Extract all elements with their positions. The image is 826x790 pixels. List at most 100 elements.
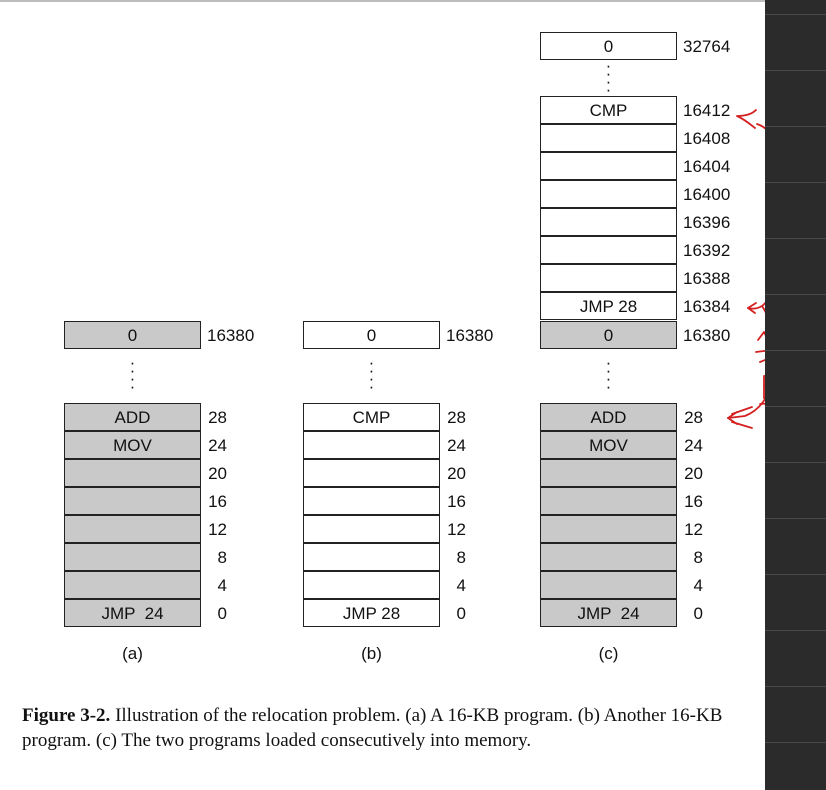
memory-cell	[64, 543, 201, 571]
memory-cell-text: MOV	[113, 435, 152, 455]
dark-sidebar	[765, 0, 826, 790]
memory-address: 16404	[683, 157, 731, 176]
memory-address: 16380	[446, 326, 494, 345]
memory-cell-text: 0	[603, 36, 614, 56]
sidebar-divider	[765, 238, 826, 239]
memory-cell	[64, 459, 201, 487]
memory-address: 28	[208, 408, 227, 427]
sidebar-divider	[765, 406, 826, 407]
memory-cell	[540, 264, 677, 292]
memory-address: 16	[684, 492, 703, 511]
memory-address: 4	[456, 576, 466, 595]
memory-cell	[64, 487, 201, 515]
memory-cell: JMP 28	[303, 599, 440, 627]
memory-cell-text: ADD	[114, 407, 151, 427]
sidebar-divider	[765, 14, 826, 15]
ellipsis-dots: · · · ·	[368, 353, 375, 396]
memory-address: 0	[217, 604, 227, 623]
memory-address: 16388	[683, 269, 731, 288]
memory-cell	[303, 515, 440, 543]
memory-address: 16412	[683, 101, 731, 120]
memory-cell	[64, 571, 201, 599]
memory-address: 16	[447, 492, 466, 511]
sidebar-divider	[765, 462, 826, 463]
memory-cell-text: CMP	[589, 100, 628, 120]
subfigure-label: (c)	[598, 644, 619, 663]
memory-cell-top: 0	[303, 321, 440, 349]
memory-cell: JMP 24	[540, 599, 677, 627]
memory-cell-text: 0	[603, 325, 614, 345]
memory-address: 8	[456, 548, 466, 567]
memory-cell: CMP	[303, 403, 440, 431]
memory-cell	[540, 459, 677, 487]
memory-cell-text: MOV	[589, 435, 628, 455]
memory-cell-top: 0	[540, 32, 677, 60]
sidebar-divider	[765, 686, 826, 687]
memory-cell	[540, 180, 677, 208]
memory-cell: JMP 28	[540, 292, 677, 320]
memory-address: 0	[456, 604, 466, 623]
memory-address: 20	[447, 464, 466, 483]
memory-cell	[303, 543, 440, 571]
memory-cell	[540, 152, 677, 180]
memory-cell-boundary: 0	[540, 321, 677, 349]
memory-address: 12	[208, 520, 227, 539]
memory-address: 0	[693, 604, 703, 623]
sidebar-divider	[765, 574, 826, 575]
sidebar-divider	[765, 742, 826, 743]
memory-cell	[540, 543, 677, 571]
memory-cell-text: ADD	[590, 407, 627, 427]
memory-address: 8	[693, 548, 703, 567]
memory-cell-text: 0	[366, 325, 377, 345]
memory-cell	[303, 571, 440, 599]
sidebar-divider	[765, 294, 826, 295]
memory-address: 20	[208, 464, 227, 483]
memory-cell	[540, 515, 677, 543]
figure-caption: Figure 3-2. Illustration of the relocati…	[22, 703, 752, 753]
memory-cell	[540, 571, 677, 599]
memory-cell: ADD	[540, 403, 677, 431]
memory-cell-top: 0	[64, 321, 201, 349]
memory-address: 16384	[683, 297, 731, 316]
memory-cell: MOV	[540, 431, 677, 459]
memory-address: 24	[684, 436, 703, 455]
sidebar-divider	[765, 126, 826, 127]
memory-address: 12	[684, 520, 703, 539]
memory-cell	[540, 236, 677, 264]
upper-brace-arrowhead	[747, 302, 757, 314]
lower-brace-arrowhead	[727, 406, 753, 429]
memory-address: 8	[217, 548, 227, 567]
ellipsis-dots: · · · ·	[129, 353, 136, 396]
memory-cell	[64, 515, 201, 543]
memory-cell-text: JMP 28	[579, 296, 638, 316]
memory-address: 24	[208, 436, 227, 455]
memory-address: 16396	[683, 213, 731, 232]
memory-address: 12	[447, 520, 466, 539]
memory-address: 16408	[683, 129, 731, 148]
sidebar-divider	[765, 350, 826, 351]
memory-cell: CMP	[540, 96, 677, 124]
memory-address: 16392	[683, 241, 731, 260]
ellipsis-dots: · · · ·	[605, 353, 612, 396]
memory-cell	[303, 431, 440, 459]
memory-cell	[540, 487, 677, 515]
sidebar-divider	[765, 518, 826, 519]
memory-cell	[540, 124, 677, 152]
ellipsis-dots: · · · ·	[605, 56, 612, 99]
memory-address: 32764	[683, 37, 731, 56]
memory-address: 16380	[683, 326, 731, 345]
subfigure-label: (a)	[122, 644, 143, 663]
memory-cell-text: 0	[127, 325, 138, 345]
sidebar-divider	[765, 182, 826, 183]
memory-cell-text: JMP 24	[101, 603, 164, 623]
memory-cell	[540, 208, 677, 236]
memory-cell	[303, 487, 440, 515]
figure-label: Figure 3-2.	[22, 705, 111, 726]
caption-text: Illustration of the relocation problem. …	[22, 705, 723, 751]
memory-address: 16	[208, 492, 227, 511]
memory-cell-text: CMP	[352, 407, 391, 427]
memory-address: 4	[693, 576, 703, 595]
memory-address: 24	[447, 436, 466, 455]
memory-address: 16380	[207, 326, 255, 345]
